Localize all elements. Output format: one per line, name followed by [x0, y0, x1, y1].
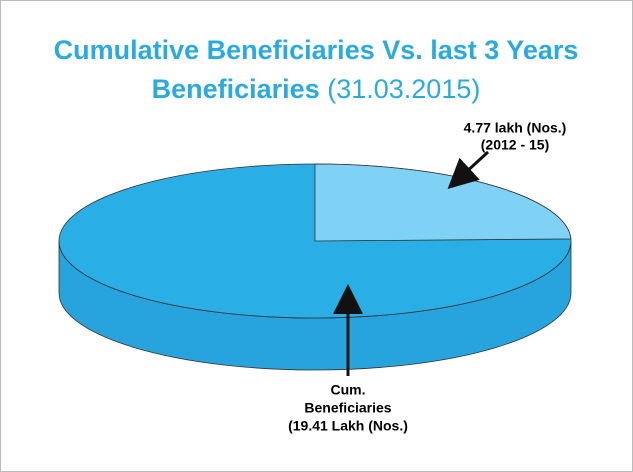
pie-slice: [314, 163, 572, 242]
arrow: [447, 150, 490, 190]
pie: [58, 163, 572, 371]
chart-title: Beneficiaries: [152, 74, 320, 104]
slice-label: Beneficiaries: [304, 400, 391, 416]
slice-label: (19.41 Lakh (Nos.): [288, 418, 408, 434]
slice-label: (2012 - 15): [481, 137, 549, 153]
slice-label: Cum.: [331, 382, 366, 398]
slice-label: 4.77 lakh (Nos.): [464, 120, 567, 136]
chart-title: Cumulative Beneficiaries Vs. last 3 Year…: [54, 35, 579, 65]
chart-subtitle: (31.03.2015): [327, 74, 480, 104]
chart-title: Beneficiaries (31.03.2015): [152, 74, 481, 104]
